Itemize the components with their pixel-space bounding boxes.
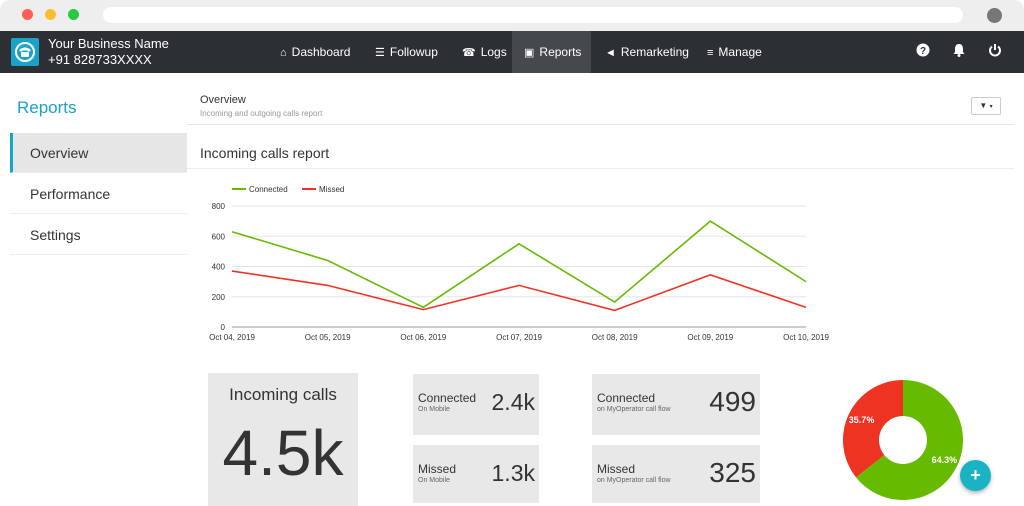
incoming-calls-card: Incoming calls 4.5k	[208, 373, 358, 506]
nav-followup[interactable]: ☰ Followup	[363, 31, 450, 73]
nav-dashboard-label: Dashboard	[291, 45, 351, 59]
nav-reports-label: Reports	[539, 45, 582, 59]
nav-remarketing[interactable]: ◄ Remarketing	[593, 31, 701, 73]
divider	[187, 124, 1014, 125]
nav-remarketing-label: Remarketing	[620, 45, 689, 59]
sidebar-item-performance[interactable]: Performance	[10, 174, 187, 214]
maximize-window-dot[interactable]	[68, 9, 79, 20]
x-tick-label: Oct 10, 2019	[783, 333, 829, 342]
donut-slice-label: 64.3%	[932, 455, 958, 465]
connected-flow-value: 499	[709, 386, 756, 417]
connected-mobile-value: 2.4k	[491, 389, 535, 415]
y-tick-label: 600	[212, 232, 226, 241]
nav-manage-label: Manage	[718, 45, 762, 59]
connected-mobile-card: Connected On Mobile 2.4k	[413, 374, 539, 435]
sidebar-item-settings[interactable]: Settings	[10, 215, 187, 255]
overview-title: Overview	[200, 94, 246, 106]
missed-mobile-sub: On Mobile	[418, 477, 450, 484]
x-tick-label: Oct 06, 2019	[400, 333, 446, 342]
menu-icon: ≡	[707, 47, 714, 59]
minimize-window-dot[interactable]	[45, 9, 56, 20]
missed-flow-card: Missed on MyOperator call flow 325	[592, 445, 760, 503]
x-tick-label: Oct 05, 2019	[305, 333, 351, 342]
megaphone-icon: ◄	[605, 47, 616, 59]
chart-title: Incoming calls report	[200, 145, 330, 161]
x-tick-label: Oct 07, 2019	[496, 333, 542, 342]
divider	[187, 168, 1014, 169]
missed-flow-value: 325	[709, 457, 756, 488]
power-icon[interactable]	[987, 43, 1003, 59]
missed-mobile-value: 1.3k	[491, 460, 535, 486]
connected-mobile-sub: On Mobile	[418, 406, 450, 413]
nav-logs[interactable]: ☎ Logs	[450, 31, 519, 73]
close-window-dot[interactable]	[22, 9, 33, 20]
incoming-calls-label: Incoming calls	[229, 385, 337, 404]
connected-flow-sub: on MyOperator call flow	[597, 406, 671, 413]
business-name: Your Business Name	[48, 36, 169, 51]
image-icon: ▣	[524, 47, 535, 59]
donut-slice	[843, 380, 903, 478]
sidebar: Reports Overview Performance Settings	[10, 91, 187, 506]
series-line-connected	[231, 220, 807, 309]
missed-mobile-label: Missed	[418, 462, 457, 476]
filter-button[interactable]: ▼ ▾	[971, 97, 1001, 115]
address-bar[interactable]	[103, 7, 963, 23]
line-chart: Connected Missed 0 200 400 600 800 Oct 04, 2019…	[209, 185, 829, 342]
nav-dashboard[interactable]: ⌂ Dashboard	[268, 31, 362, 73]
sidebar-item-overview[interactable]: Overview	[10, 133, 187, 173]
filter-icon: ▼	[979, 101, 988, 110]
svg-text:?: ?	[920, 46, 926, 57]
nav-followup-label: Followup	[389, 45, 438, 59]
x-tick-label: Oct 09, 2019	[687, 333, 733, 342]
legend-label: Missed	[319, 185, 344, 194]
chevron-down-icon: ▾	[989, 104, 993, 110]
browser-menu-icon[interactable]	[987, 8, 1002, 23]
x-tick-label: Oct 04, 2019	[209, 333, 255, 342]
x-tick-label: Oct 08, 2019	[592, 333, 638, 342]
add-fab-button[interactable]: +	[960, 460, 991, 491]
browser-title-bar	[0, 0, 1024, 31]
donut-slice	[856, 380, 963, 500]
nav-logs-label: Logs	[480, 45, 507, 59]
business-phone: +91 828733XXXX	[48, 52, 152, 67]
help-icon[interactable]: ?	[915, 43, 931, 59]
telephone-logo-icon	[11, 38, 39, 66]
nav-reports[interactable]: ▣ Reports	[512, 31, 591, 73]
sidebar-title: Reports	[17, 98, 77, 117]
series-line-missed	[231, 270, 807, 312]
nav-manage[interactable]: ≡ Manage	[695, 31, 774, 73]
missed-flow-sub: on MyOperator call flow	[597, 477, 671, 484]
missed-mobile-card: Missed On Mobile 1.3k	[413, 445, 539, 503]
overview-subtitle: Incoming and outgoing calls report	[200, 109, 323, 118]
plus-icon: +	[970, 465, 981, 485]
connected-mobile-label: Connected	[418, 391, 477, 405]
main-content: Overview Incoming and outgoing calls rep…	[187, 91, 1014, 506]
phone-icon: ☎	[462, 47, 476, 59]
y-tick-label: 400	[212, 263, 226, 272]
connected-flow-card: Connected on MyOperator call flow 499	[592, 374, 760, 435]
y-tick-label: 800	[212, 202, 226, 211]
incoming-calls-value: 4.5k	[222, 417, 344, 489]
bell-icon[interactable]	[951, 43, 967, 59]
donut-chart: 64.3% 35.7%	[843, 380, 963, 500]
top-navigation: Your Business Name +91 828733XXXX ⌂ Dashb…	[0, 31, 1024, 73]
donut-slice-label: 35.7%	[849, 415, 875, 425]
y-tick-label: 200	[212, 293, 226, 302]
missed-flow-label: Missed	[597, 462, 636, 476]
home-icon: ⌂	[280, 47, 287, 59]
y-tick-label: 0	[221, 323, 226, 332]
legend-label: Connected	[249, 185, 288, 194]
list-icon: ☰	[375, 47, 385, 59]
connected-flow-label: Connected	[597, 391, 656, 405]
